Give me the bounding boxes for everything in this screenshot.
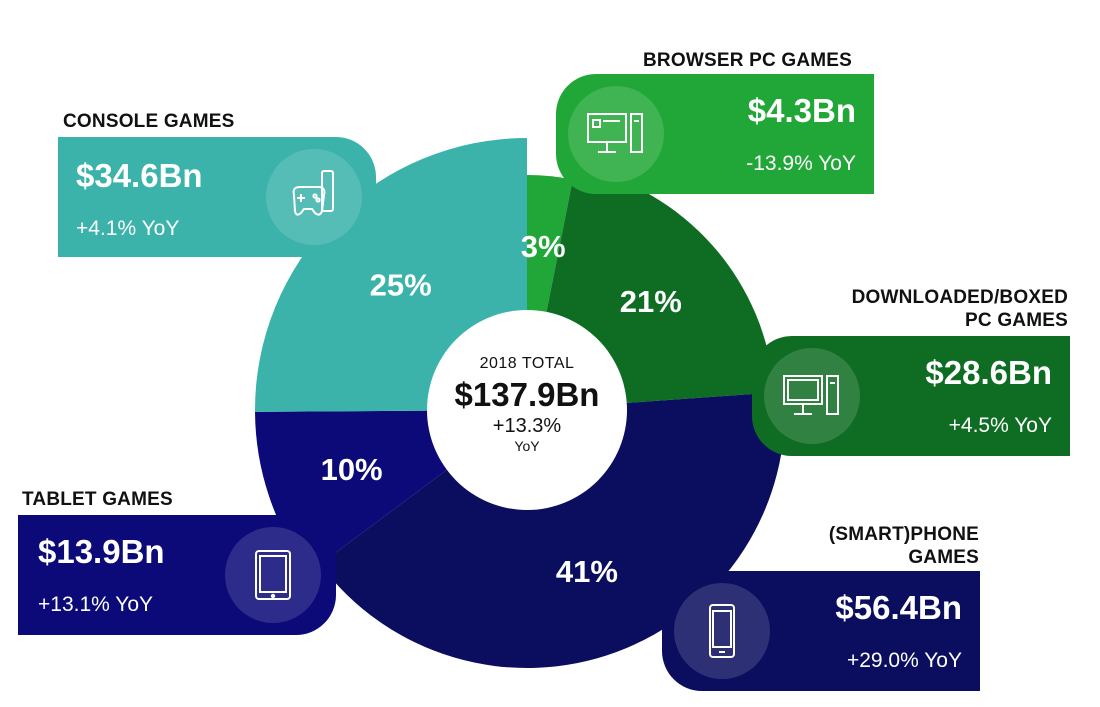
smartphone-games-icon-badge <box>674 583 770 679</box>
smartphone-games-heading-line1: (SMART)PHONE <box>828 524 979 545</box>
browser-pc-games-yoy: -13.9% YoY <box>746 152 856 175</box>
pie-slice-label-console: 25% <box>370 268 432 303</box>
game-controller-icon <box>292 170 334 216</box>
console-games-card: $34.6Bn +4.1% YoY <box>58 137 376 257</box>
smartphone-games-card: $56.4Bn +29.0% YoY <box>662 571 980 691</box>
center-total-growth-unit: YoY <box>514 438 540 454</box>
tablet-games-card: $13.9Bn +13.1% YoY <box>18 515 336 635</box>
smartphone-games-heading-line2: GAMES <box>908 547 979 568</box>
smartphone-icon <box>709 604 735 658</box>
pie-slice-label-downloaded-pc: 21% <box>620 284 682 319</box>
smartphone-games-yoy: +29.0% YoY <box>846 649 962 672</box>
console-games-heading: CONSOLE GAMES <box>63 111 235 132</box>
downloaded-pc-games-heading: DOWNLOADED/BOXED PC GAMES <box>852 286 1068 332</box>
center-hole <box>427 310 627 510</box>
browser-pc-games-card: $4.3Bn -13.9% YoY <box>556 74 874 194</box>
console-games-amount: $34.6Bn <box>76 157 203 194</box>
downloaded-pc-games-yoy: +4.5% YoY <box>948 414 1052 437</box>
pie-slice-label-tablet: 10% <box>321 452 383 487</box>
downloaded-pc-games-icon-badge <box>764 348 860 444</box>
downloaded-pc-games-card: $28.6Bn +4.5% YoY <box>752 336 1070 456</box>
center-total-growth: +13.3% <box>492 415 562 437</box>
downloaded-pc-games-heading-line1: DOWNLOADED/BOXED <box>851 287 1068 308</box>
desktop-computer-icon <box>783 375 839 415</box>
pie-slice-label-browser-pc: 3% <box>521 229 566 264</box>
browser-pc-games-heading: BROWSER PC GAMES <box>643 50 853 71</box>
desktop-computer-icon <box>587 113 643 153</box>
center-total-label: 2018 TOTAL <box>479 355 575 372</box>
console-games-yoy: +4.1% YoY <box>76 217 180 240</box>
tablet-games-heading: TABLET GAMES <box>22 489 173 510</box>
browser-pc-games-icon-badge <box>568 86 664 182</box>
center-total: 2018 TOTAL $137.9Bn +13.3% YoY <box>427 355 627 454</box>
pie-slice-label-smartphone: 41% <box>556 554 618 589</box>
tablet-icon <box>255 550 291 600</box>
smartphone-games-amount: $56.4Bn <box>835 589 962 626</box>
tablet-games-amount: $13.9Bn <box>38 533 165 570</box>
console-games-icon-badge <box>266 149 362 245</box>
tablet-games-icon-badge <box>225 527 321 623</box>
downloaded-pc-games-heading-line2: PC GAMES <box>965 310 1068 331</box>
smartphone-games-heading: (SMART)PHONE GAMES <box>829 523 979 569</box>
center-total-value: $137.9Bn <box>454 376 600 413</box>
downloaded-pc-games-amount: $28.6Bn <box>925 354 1052 391</box>
browser-pc-games-amount: $4.3Bn <box>747 92 856 129</box>
tablet-games-yoy: +13.1% YoY <box>38 593 154 616</box>
